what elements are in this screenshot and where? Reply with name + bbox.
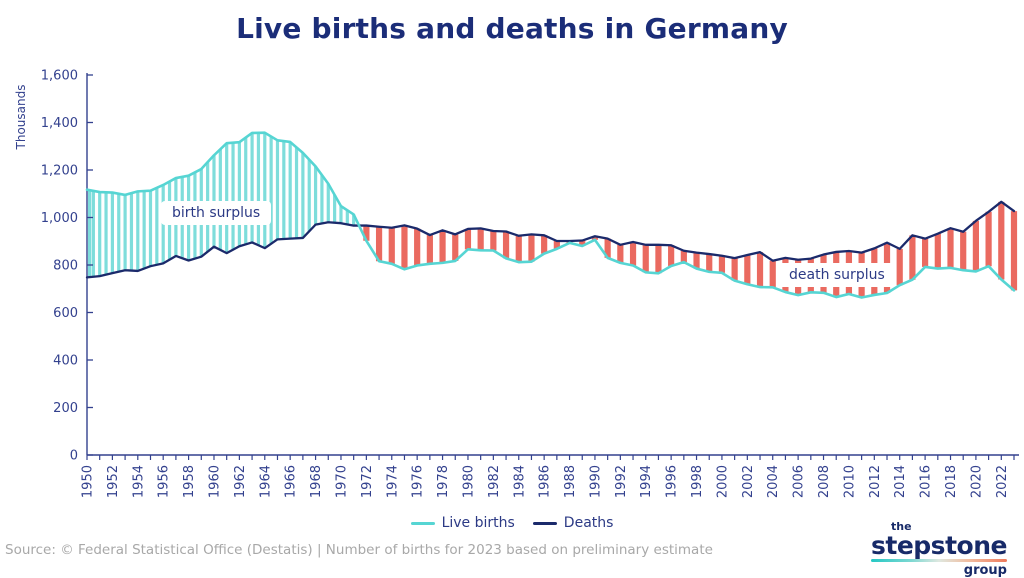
svg-text:1,000: 1,000 [41,211,78,226]
svg-text:1960: 1960 [207,465,222,498]
legend-item-deaths: Deaths [532,515,614,531]
chart-legend: Live births Deaths [0,515,1024,531]
svg-text:1952: 1952 [106,465,121,498]
svg-text:1954: 1954 [131,465,146,498]
svg-text:400: 400 [53,354,78,369]
stepstone-group-logo: the stepstone group [871,521,1021,577]
svg-text:1988: 1988 [563,465,578,498]
svg-text:1980: 1980 [461,465,476,498]
svg-text:1992: 1992 [614,465,629,498]
source-note: Source: © Federal Statistical Office (De… [5,542,713,558]
svg-text:2014: 2014 [893,465,908,498]
svg-text:1968: 1968 [309,465,324,498]
svg-text:800: 800 [53,259,78,274]
live-births-line-swatch [410,521,435,525]
death-surplus-annotation: death surplus [778,263,896,287]
logo-gradient-underline [871,559,1007,562]
svg-text:1962: 1962 [233,465,248,498]
svg-text:2008: 2008 [817,465,832,498]
svg-text:1,200: 1,200 [41,164,78,179]
svg-text:1966: 1966 [284,465,299,498]
svg-text:2012: 2012 [868,465,883,498]
logo-text-group: group [963,563,1007,578]
svg-text:200: 200 [53,401,78,416]
svg-text:0: 0 [70,449,78,464]
svg-text:2020: 2020 [969,465,984,498]
legend-label-live-births: Live births [441,515,515,531]
svg-text:1976: 1976 [411,465,426,498]
logo-text-the: the [891,520,912,533]
legend-item-live-births: Live births [410,515,515,531]
svg-text:1990: 1990 [588,465,603,498]
svg-text:2006: 2006 [792,465,807,498]
svg-text:1956: 1956 [157,465,172,498]
svg-text:1986: 1986 [538,465,553,498]
svg-text:1996: 1996 [665,465,680,498]
svg-text:1998: 1998 [690,465,705,498]
svg-text:1978: 1978 [436,465,451,498]
svg-text:2010: 2010 [842,465,857,498]
svg-text:2018: 2018 [944,465,959,498]
chart-title: Live births and deaths in Germany [236,12,788,45]
svg-text:1950: 1950 [81,465,96,498]
svg-text:2002: 2002 [741,465,756,498]
deaths-line-swatch [532,521,557,525]
svg-text:2004: 2004 [766,465,781,498]
svg-text:2016: 2016 [919,465,934,498]
svg-text:1958: 1958 [182,465,197,498]
svg-text:1994: 1994 [639,465,654,498]
birth-surplus-annotation: birth surplus [161,201,272,225]
svg-text:2022: 2022 [995,465,1010,498]
svg-text:1,600: 1,600 [41,69,78,84]
svg-text:1964: 1964 [258,465,273,498]
svg-text:1982: 1982 [487,465,502,498]
legend-label-deaths: Deaths [563,515,614,531]
svg-text:1,400: 1,400 [41,116,78,131]
svg-text:2000: 2000 [715,465,730,498]
svg-text:1974: 1974 [385,465,400,498]
logo-text-stepstone: stepstone [871,531,1007,560]
svg-text:600: 600 [53,306,78,321]
svg-text:1970: 1970 [334,465,349,498]
svg-text:1972: 1972 [360,465,375,498]
svg-text:1984: 1984 [512,465,527,498]
